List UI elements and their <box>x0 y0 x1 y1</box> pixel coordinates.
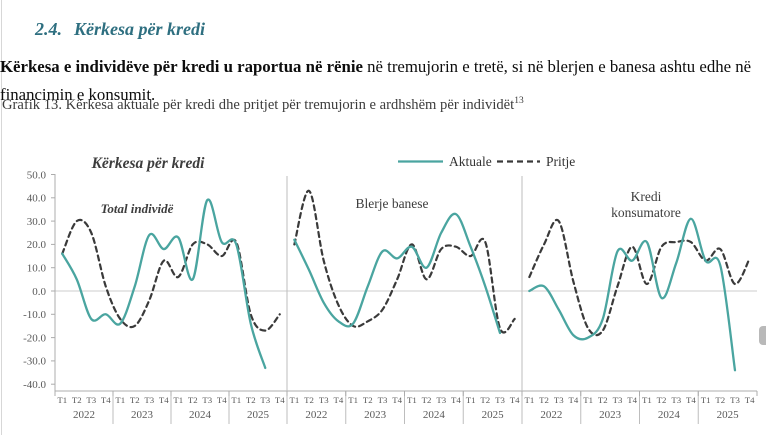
y-tick-label: 40.0 <box>27 193 47 205</box>
year-label: 2025 <box>717 409 740 421</box>
quarter-label: T4 <box>392 395 402 405</box>
quarter-label: T3 <box>671 395 681 405</box>
quarter-label: T4 <box>451 395 461 405</box>
quarter-label: T1 <box>642 395 652 405</box>
panel-label: Total individë <box>101 201 174 216</box>
section-title: Kërkesa për kredi <box>74 18 205 39</box>
year-label: 2024 <box>423 409 446 421</box>
quarter-label: T4 <box>745 395 755 405</box>
quarter-label: T4 <box>217 395 227 405</box>
year-label: 2023 <box>131 409 154 421</box>
y-tick-label: -30.0 <box>23 356 46 368</box>
year-label: 2025 <box>247 409 270 421</box>
scrollbar-thumb[interactable] <box>759 326 766 345</box>
quarter-label: T1 <box>348 395 358 405</box>
quarter-label: T4 <box>101 395 111 405</box>
quarter-label: T3 <box>319 395 329 405</box>
quarter-label: T1 <box>289 395 299 405</box>
quarter-label: T3 <box>554 395 564 405</box>
legend-label: Pritje <box>546 154 575 169</box>
quarter-label: T2 <box>72 395 82 405</box>
chart-canvas: 50.0 40.0 30.0 20.0 10.0 0.0 -10.0 -20.0 -30.0 -4… <box>23 154 758 424</box>
pritje-series-line <box>293 189 516 334</box>
year-label: 2023 <box>599 409 622 421</box>
year-label: 2022 <box>73 409 95 421</box>
quarter-label: T4 <box>159 395 169 405</box>
y-tick-label: 50.0 <box>27 169 47 181</box>
quarter-label: T3 <box>378 395 388 405</box>
quarter-label: T3 <box>202 395 212 405</box>
quarter-label: T2 <box>539 395 549 405</box>
panel-label: Kredi <box>631 189 662 204</box>
quarter-label: T3 <box>144 395 154 405</box>
paragraph-bold-lead: Kërkesa e individëve për kredi u raportu… <box>0 56 363 76</box>
quarter-label: T2 <box>480 395 490 405</box>
y-tick-label: 20.0 <box>27 239 47 251</box>
quarter-label: T1 <box>57 395 67 405</box>
quarter-label: T2 <box>657 395 667 405</box>
y-tick-label: -20.0 <box>23 332 46 344</box>
quarter-label: T3 <box>495 395 505 405</box>
quarter-label: T4 <box>275 395 285 405</box>
aktuale-series-line <box>293 212 502 335</box>
y-tick-label: -40.0 <box>23 379 46 391</box>
year-label: 2024 <box>658 409 681 421</box>
y-tick-label: 10.0 <box>27 263 47 275</box>
y-tick-label: 0.0 <box>32 286 46 298</box>
quarter-label: T3 <box>730 395 740 405</box>
quarter-label: T2 <box>422 395 432 405</box>
aktuale-series-line <box>528 217 737 372</box>
credit-demand-chart: 50.0 40.0 30.0 20.0 10.0 0.0 -10.0 -20.0 -30.0 -4… <box>0 125 766 431</box>
body-paragraph: Kërkesa e individëve për kredi u raportu… <box>0 53 765 109</box>
year-label: 2023 <box>364 409 387 421</box>
quarter-label: T4 <box>627 395 637 405</box>
quarter-label: T2 <box>246 395 256 405</box>
quarter-label: T1 <box>407 395 417 405</box>
quarter-label: T2 <box>188 395 198 405</box>
chart-title: Kërkesa për kredi <box>91 155 205 172</box>
year-label: 2022 <box>540 409 562 421</box>
quarter-label: T2 <box>715 395 725 405</box>
quarter-label: T4 <box>686 395 696 405</box>
quarter-label: T2 <box>363 395 373 405</box>
quarter-label: T3 <box>260 395 270 405</box>
quarter-label: T1 <box>701 395 711 405</box>
figure-caption: Grafik 13. Kërkesa aktuale për kredi dhe… <box>2 96 524 114</box>
quarter-label: T1 <box>231 395 241 405</box>
figure-caption-text: Grafik 13. Kërkesa aktuale për kredi dhe… <box>2 96 515 113</box>
quarter-label: T4 <box>510 395 520 405</box>
page-edge-line <box>1 0 2 435</box>
quarter-label: T3 <box>86 395 96 405</box>
paragraph-rest: në tremujorin e tretë, si në blerjen e b… <box>0 56 752 104</box>
quarter-label: T1 <box>173 395 183 405</box>
quarter-label: T1 <box>466 395 476 405</box>
section-heading: 2.4. Kërkesa për kredi <box>35 19 205 40</box>
year-label: 2024 <box>189 409 212 421</box>
quarter-label: T3 <box>436 395 446 405</box>
quarter-label: T4 <box>334 395 344 405</box>
section-number: 2.4. <box>35 18 62 39</box>
quarter-label: T1 <box>583 395 593 405</box>
pritje-series-line <box>61 218 281 332</box>
legend-label: Aktuale <box>449 154 492 169</box>
quarter-label: T2 <box>598 395 608 405</box>
footnote-reference: 13 <box>514 96 524 106</box>
quarter-label: T1 <box>524 395 534 405</box>
year-label: 2025 <box>482 409 505 421</box>
aktuale-series-line <box>61 198 267 370</box>
panel-label: konsumatore <box>611 205 681 220</box>
year-label: 2022 <box>305 409 327 421</box>
quarter-label: T3 <box>613 395 623 405</box>
y-tick-label: 30.0 <box>27 216 47 228</box>
y-tick-label: -10.0 <box>23 309 46 321</box>
quarter-label: T2 <box>130 395 140 405</box>
panel-label: Blerje banese <box>355 196 428 211</box>
quarter-label: T4 <box>569 395 579 405</box>
quarter-label: T1 <box>115 395 125 405</box>
pritje-series-line <box>528 218 751 337</box>
quarter-label: T2 <box>304 395 314 405</box>
